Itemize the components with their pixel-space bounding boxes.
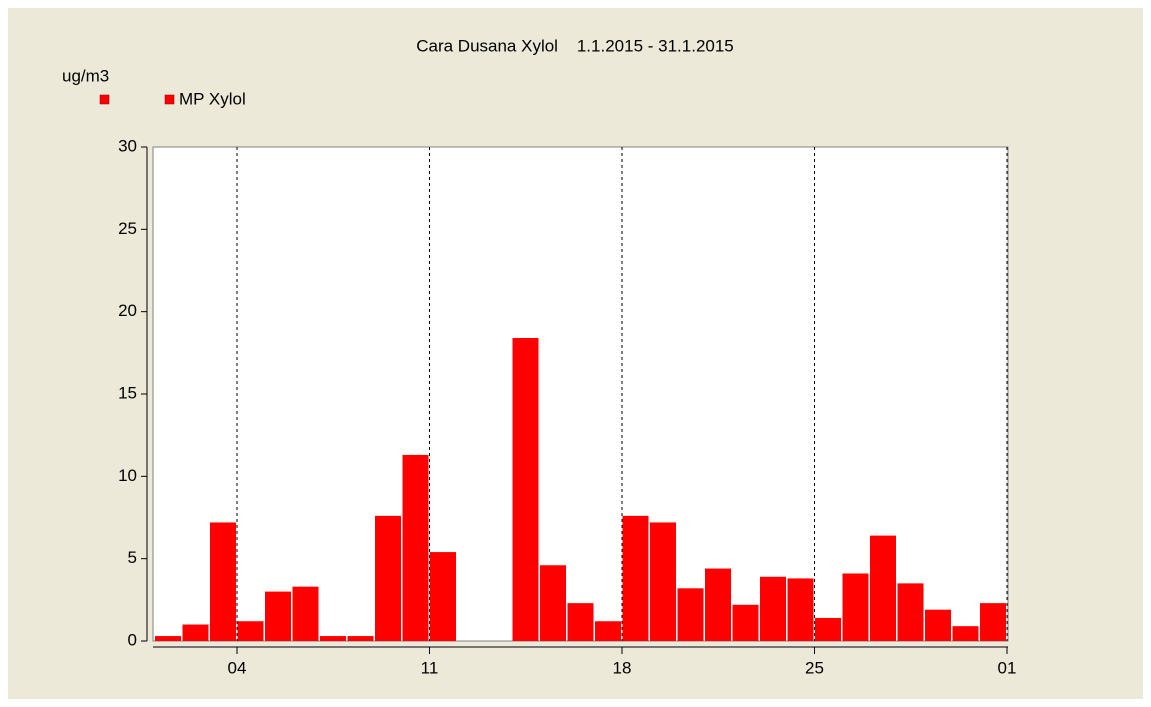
bar [567, 603, 594, 641]
bar [677, 588, 704, 641]
bar [210, 522, 236, 641]
x-tick-label: 11 [421, 658, 439, 677]
chart-title: Cara Dusana Xylol 1.1.2015 - 31.1.2015 [416, 36, 734, 55]
y-axis-label: ug/m3 [62, 66, 109, 85]
y-tick-label: 0 [128, 630, 137, 649]
bar [292, 586, 319, 641]
legend-swatch [164, 94, 175, 105]
bar [952, 626, 979, 641]
y-tick-label: 5 [128, 548, 137, 567]
plot-area [152, 146, 1009, 642]
bar [512, 338, 539, 641]
bar [980, 603, 1006, 641]
bar [155, 636, 181, 641]
bar [705, 568, 731, 641]
y-tick-label: 20 [118, 301, 137, 320]
bar [402, 454, 429, 641]
bar [540, 565, 566, 641]
bar [650, 522, 676, 641]
bar [237, 621, 264, 641]
x-tick-label: 25 [805, 658, 824, 677]
bar [870, 535, 896, 641]
bar [925, 609, 951, 641]
x-tick-label: 18 [613, 658, 632, 677]
bar [842, 573, 869, 641]
y-tick-label: 30 [118, 136, 137, 155]
y-tick-label: 25 [118, 219, 137, 238]
x-tick-label: 01 [998, 658, 1017, 677]
bar [760, 576, 786, 641]
legend-label: MP Xylol [179, 89, 246, 108]
bar [622, 515, 649, 641]
y-tick-label: 10 [118, 466, 137, 485]
bar [815, 617, 841, 641]
y-tick-label: 15 [118, 383, 137, 402]
bar [732, 604, 759, 641]
bar [897, 583, 924, 641]
bar [182, 624, 209, 641]
bar [787, 578, 814, 641]
bar [375, 515, 401, 641]
legend-swatch-empty [99, 94, 110, 105]
bar [265, 591, 291, 641]
bar [320, 636, 346, 641]
bar [430, 552, 456, 641]
x-tick-label: 04 [228, 658, 247, 677]
bar [347, 636, 374, 641]
bar [595, 621, 621, 641]
